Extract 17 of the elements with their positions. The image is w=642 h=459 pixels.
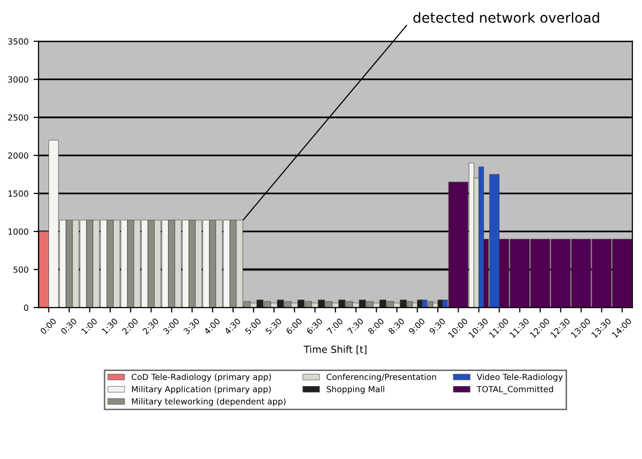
legend-label: Conferencing/Presentation: [326, 374, 436, 382]
legend-label: CoD Tele-Radiology (primary app): [132, 374, 271, 382]
legend-label: Shopping Mall: [326, 386, 384, 394]
y-tick-label: 1500: [8, 190, 28, 197]
y-tick-label: 3500: [8, 38, 28, 45]
text: detected network overload: [413, 12, 600, 23]
legend-label: TOTAL_Committed: [476, 386, 553, 394]
y-tick-label: 2500: [8, 114, 28, 121]
y-tick-label: 3000: [8, 76, 28, 83]
y-tick-label: 1000: [8, 228, 28, 235]
legend-label: Military Application (primary app): [132, 386, 271, 394]
y-tick-label: 0: [24, 304, 28, 311]
y-tick-label: 500: [14, 266, 28, 273]
y-tick-label: 2000: [8, 152, 28, 159]
legend-label: Military teleworking (dependent app): [132, 398, 286, 406]
x-axis-title: Time Shift [t]: [304, 345, 366, 354]
legend-label: Video Tele-Radiology: [476, 374, 563, 382]
